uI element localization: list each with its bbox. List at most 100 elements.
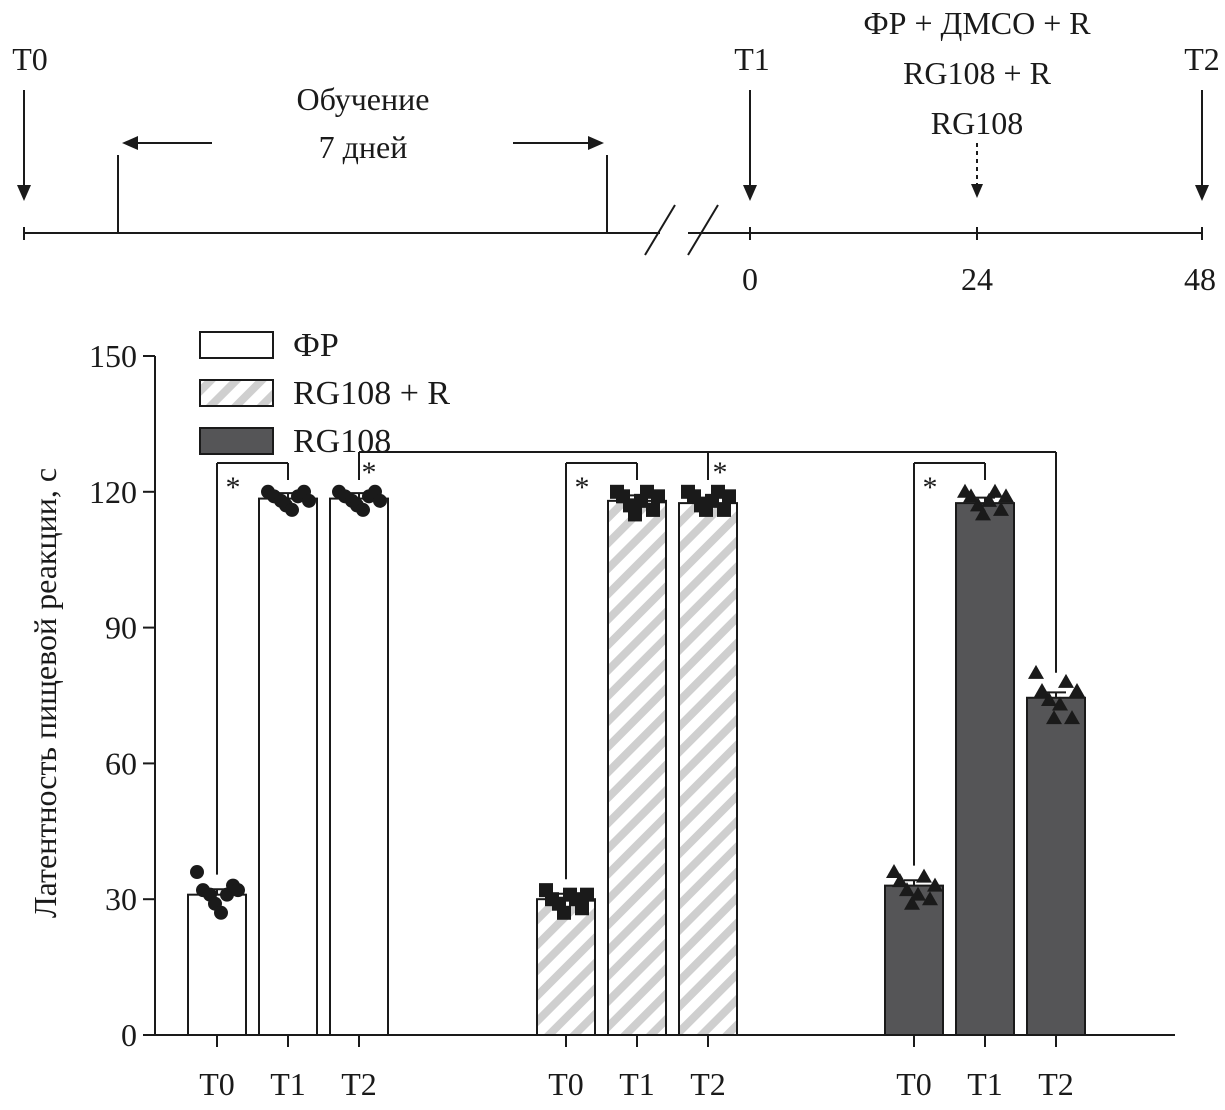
y-tick-label: 120 — [89, 474, 137, 510]
x-tick-label: T1 — [619, 1066, 655, 1102]
bar — [607, 499, 667, 1036]
data-point — [1028, 664, 1044, 679]
timeline-tick-label-24: 24 — [961, 261, 993, 297]
timeline-tick-label-48: 48 — [1184, 261, 1216, 297]
legend-swatch — [199, 379, 274, 407]
y-tick-label: 60 — [105, 745, 137, 781]
data-point — [302, 493, 316, 508]
data-point — [970, 497, 986, 512]
data-point — [190, 865, 204, 880]
significance-star: * — [575, 471, 590, 504]
data-point — [981, 492, 997, 507]
bar — [678, 502, 738, 1037]
y-tick-label: 0 — [121, 1017, 137, 1053]
significance-brackets: * * * * * — [216, 451, 1057, 880]
x-tick-label: T2 — [341, 1066, 377, 1102]
y-tick-label: 90 — [105, 610, 137, 646]
treatment-arrow-head — [971, 184, 983, 198]
treatment-line-2: RG108 + R — [903, 55, 1052, 91]
bars — [187, 492, 1086, 1037]
data-point — [1058, 673, 1074, 688]
x-tick-label: T1 — [270, 1066, 306, 1102]
data-point — [1046, 710, 1062, 725]
treatment-line-3: RG108 — [931, 105, 1023, 141]
training-arrow-left-head — [122, 136, 138, 150]
data-point — [892, 873, 908, 888]
legend-label: RG108 — [293, 423, 391, 460]
legend: ФР RG108 + R RG108 — [199, 327, 450, 460]
data-point — [231, 883, 245, 898]
data-point — [886, 864, 902, 879]
data-point — [717, 502, 731, 517]
training-label-2: 7 дней — [319, 129, 408, 165]
data-point — [557, 905, 571, 920]
significance-star: * — [226, 471, 241, 504]
x-tick-label: T0 — [896, 1066, 932, 1102]
training-label-1: Обучение — [297, 81, 430, 117]
data-point — [899, 882, 915, 897]
training-arrow-right-head — [588, 136, 604, 150]
data-point — [373, 493, 387, 508]
data-point — [1069, 682, 1085, 697]
t0-arrow-head — [17, 185, 31, 201]
significance-star: * — [362, 456, 377, 489]
bar — [536, 898, 596, 1037]
significance-star: * — [713, 456, 728, 489]
x-tick-label: T2 — [690, 1066, 726, 1102]
data-point — [998, 488, 1014, 503]
y-tick-label: 150 — [89, 338, 137, 374]
timeline: T0 Обучение 7 дней T1 ФР + ДМСО + R RG10… — [12, 5, 1220, 297]
t0-label: T0 — [12, 41, 48, 77]
x-tick-label: T0 — [548, 1066, 584, 1102]
data-point — [1041, 692, 1057, 707]
data-point — [916, 868, 932, 883]
x-tick-label: T2 — [1038, 1066, 1074, 1102]
data-point — [1064, 710, 1080, 725]
data-point — [214, 905, 228, 920]
x-tick-label: T1 — [967, 1066, 1003, 1102]
treatment-line-1: ФР + ДМСО + R — [863, 5, 1091, 41]
t1-arrow-head — [743, 185, 757, 201]
x-tick-label: T0 — [199, 1066, 235, 1102]
data-point — [285, 502, 299, 517]
data-point — [927, 877, 943, 892]
x-axis-ticks: T0 T1 T2 T0 T1 T2 T0 T1 T2 — [199, 1035, 1074, 1102]
legend-swatch — [199, 427, 274, 455]
bar — [1026, 696, 1086, 1036]
t2-arrow-head — [1195, 185, 1209, 201]
y-tick-label: 30 — [105, 881, 137, 917]
data-point — [640, 484, 654, 499]
data-points — [190, 483, 1085, 920]
axis-break-mark-2 — [687, 204, 719, 256]
data-point — [963, 488, 979, 503]
data-point — [993, 501, 1009, 516]
significance-star: * — [923, 471, 938, 504]
data-point — [356, 502, 370, 517]
y-axis-label: Латентность пищевой реакции, с — [27, 468, 63, 918]
t2-label: T2 — [1184, 41, 1220, 77]
data-point — [1052, 696, 1068, 711]
bar — [329, 497, 389, 1036]
legend-label: RG108 + R — [293, 375, 450, 412]
data-point — [722, 489, 736, 504]
t1-label: T1 — [734, 41, 770, 77]
data-point — [987, 483, 1003, 498]
timeline-tick-label-0: 0 — [742, 261, 758, 297]
data-point — [628, 507, 642, 522]
data-point — [580, 887, 594, 902]
data-point — [711, 484, 725, 499]
legend-swatch — [199, 331, 274, 359]
data-point — [910, 886, 926, 901]
data-point — [904, 895, 920, 910]
bar — [955, 502, 1015, 1037]
data-point — [651, 489, 665, 504]
data-point — [922, 891, 938, 906]
data-point — [975, 506, 991, 521]
bar — [258, 497, 318, 1036]
data-point — [575, 901, 589, 916]
bar-chart: Латентность пищевой реакции, с 0 30 60 90 12… — [27, 327, 1175, 1102]
y-axis-ticks: 0 30 60 90 120 150 — [89, 338, 155, 1053]
legend-label: ФР — [293, 327, 339, 364]
